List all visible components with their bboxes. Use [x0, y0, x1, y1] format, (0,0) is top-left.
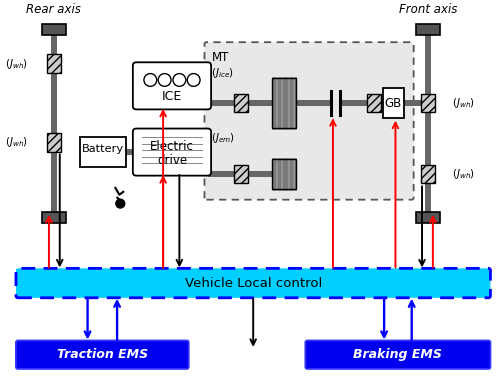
Text: Rear axis: Rear axis — [26, 3, 82, 16]
Text: $(J_{wh})$: $(J_{wh})$ — [452, 96, 474, 110]
Bar — [248, 171, 273, 177]
Bar — [208, 100, 234, 106]
Bar — [421, 165, 435, 183]
Bar — [234, 165, 248, 183]
Bar — [342, 100, 367, 106]
Circle shape — [173, 74, 186, 86]
Bar — [50, 152, 57, 212]
Bar — [50, 73, 57, 133]
Text: Braking EMS: Braking EMS — [354, 348, 442, 361]
Bar — [234, 94, 248, 112]
Text: ICE: ICE — [162, 90, 182, 103]
FancyBboxPatch shape — [133, 62, 211, 109]
Text: $(J_{wh})$: $(J_{wh})$ — [5, 135, 28, 149]
Bar — [424, 35, 431, 94]
Bar — [383, 88, 404, 118]
Circle shape — [158, 74, 171, 86]
Text: MT: MT — [212, 51, 230, 64]
Bar — [421, 94, 435, 112]
Bar — [424, 94, 431, 103]
Bar — [208, 171, 234, 177]
Text: drive: drive — [157, 154, 187, 167]
Circle shape — [116, 199, 124, 208]
Bar — [424, 112, 431, 165]
Bar — [272, 79, 295, 127]
Text: GB: GB — [385, 97, 402, 109]
Text: Traction EMS: Traction EMS — [57, 348, 148, 361]
Bar — [42, 24, 66, 35]
Bar — [50, 35, 57, 55]
Bar — [47, 133, 60, 152]
Text: $(J_{ice})$: $(J_{ice})$ — [212, 66, 234, 80]
Bar — [296, 100, 330, 106]
Bar — [80, 137, 126, 167]
FancyBboxPatch shape — [16, 268, 490, 298]
Text: Vehicle Local control: Vehicle Local control — [184, 277, 322, 290]
FancyBboxPatch shape — [204, 42, 414, 200]
Bar — [126, 149, 136, 155]
Bar — [272, 159, 295, 189]
Circle shape — [144, 74, 156, 86]
Text: Front axis: Front axis — [398, 3, 457, 16]
Bar — [248, 100, 273, 106]
Bar — [380, 100, 383, 106]
Bar — [367, 94, 380, 112]
Bar — [47, 55, 60, 73]
Bar — [42, 212, 66, 223]
Circle shape — [187, 74, 200, 86]
Text: $(J_{wh})$: $(J_{wh})$ — [5, 57, 28, 71]
FancyBboxPatch shape — [306, 341, 490, 369]
Text: Battery: Battery — [82, 144, 124, 154]
Text: $(J_{em})$: $(J_{em})$ — [212, 131, 236, 145]
Bar — [416, 24, 440, 35]
Bar — [424, 183, 431, 212]
FancyBboxPatch shape — [16, 341, 188, 369]
Text: Electric: Electric — [150, 140, 194, 153]
Bar — [404, 100, 428, 106]
FancyBboxPatch shape — [133, 129, 211, 176]
Text: $(J_{wh})$: $(J_{wh})$ — [452, 167, 474, 181]
Bar — [416, 212, 440, 223]
